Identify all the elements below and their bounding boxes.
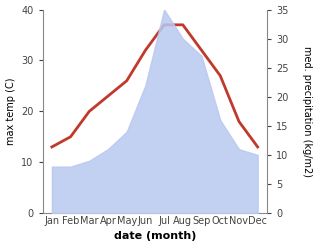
X-axis label: date (month): date (month) xyxy=(114,231,196,242)
Y-axis label: max temp (C): max temp (C) xyxy=(5,78,16,145)
Y-axis label: med. precipitation (kg/m2): med. precipitation (kg/m2) xyxy=(302,46,313,177)
